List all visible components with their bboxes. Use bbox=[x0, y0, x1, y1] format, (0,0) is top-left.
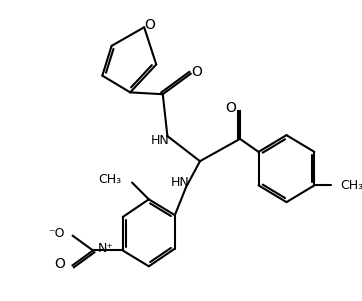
Text: O: O bbox=[192, 65, 203, 79]
Text: CH₃: CH₃ bbox=[98, 173, 121, 186]
Text: O: O bbox=[144, 18, 155, 33]
Text: CH₃: CH₃ bbox=[340, 179, 362, 192]
Text: ⁻O: ⁻O bbox=[49, 227, 65, 240]
Text: O: O bbox=[54, 256, 65, 271]
Text: HN: HN bbox=[171, 176, 190, 189]
Text: O: O bbox=[225, 101, 236, 115]
Text: HN: HN bbox=[151, 134, 169, 147]
Text: N⁺: N⁺ bbox=[98, 242, 114, 255]
